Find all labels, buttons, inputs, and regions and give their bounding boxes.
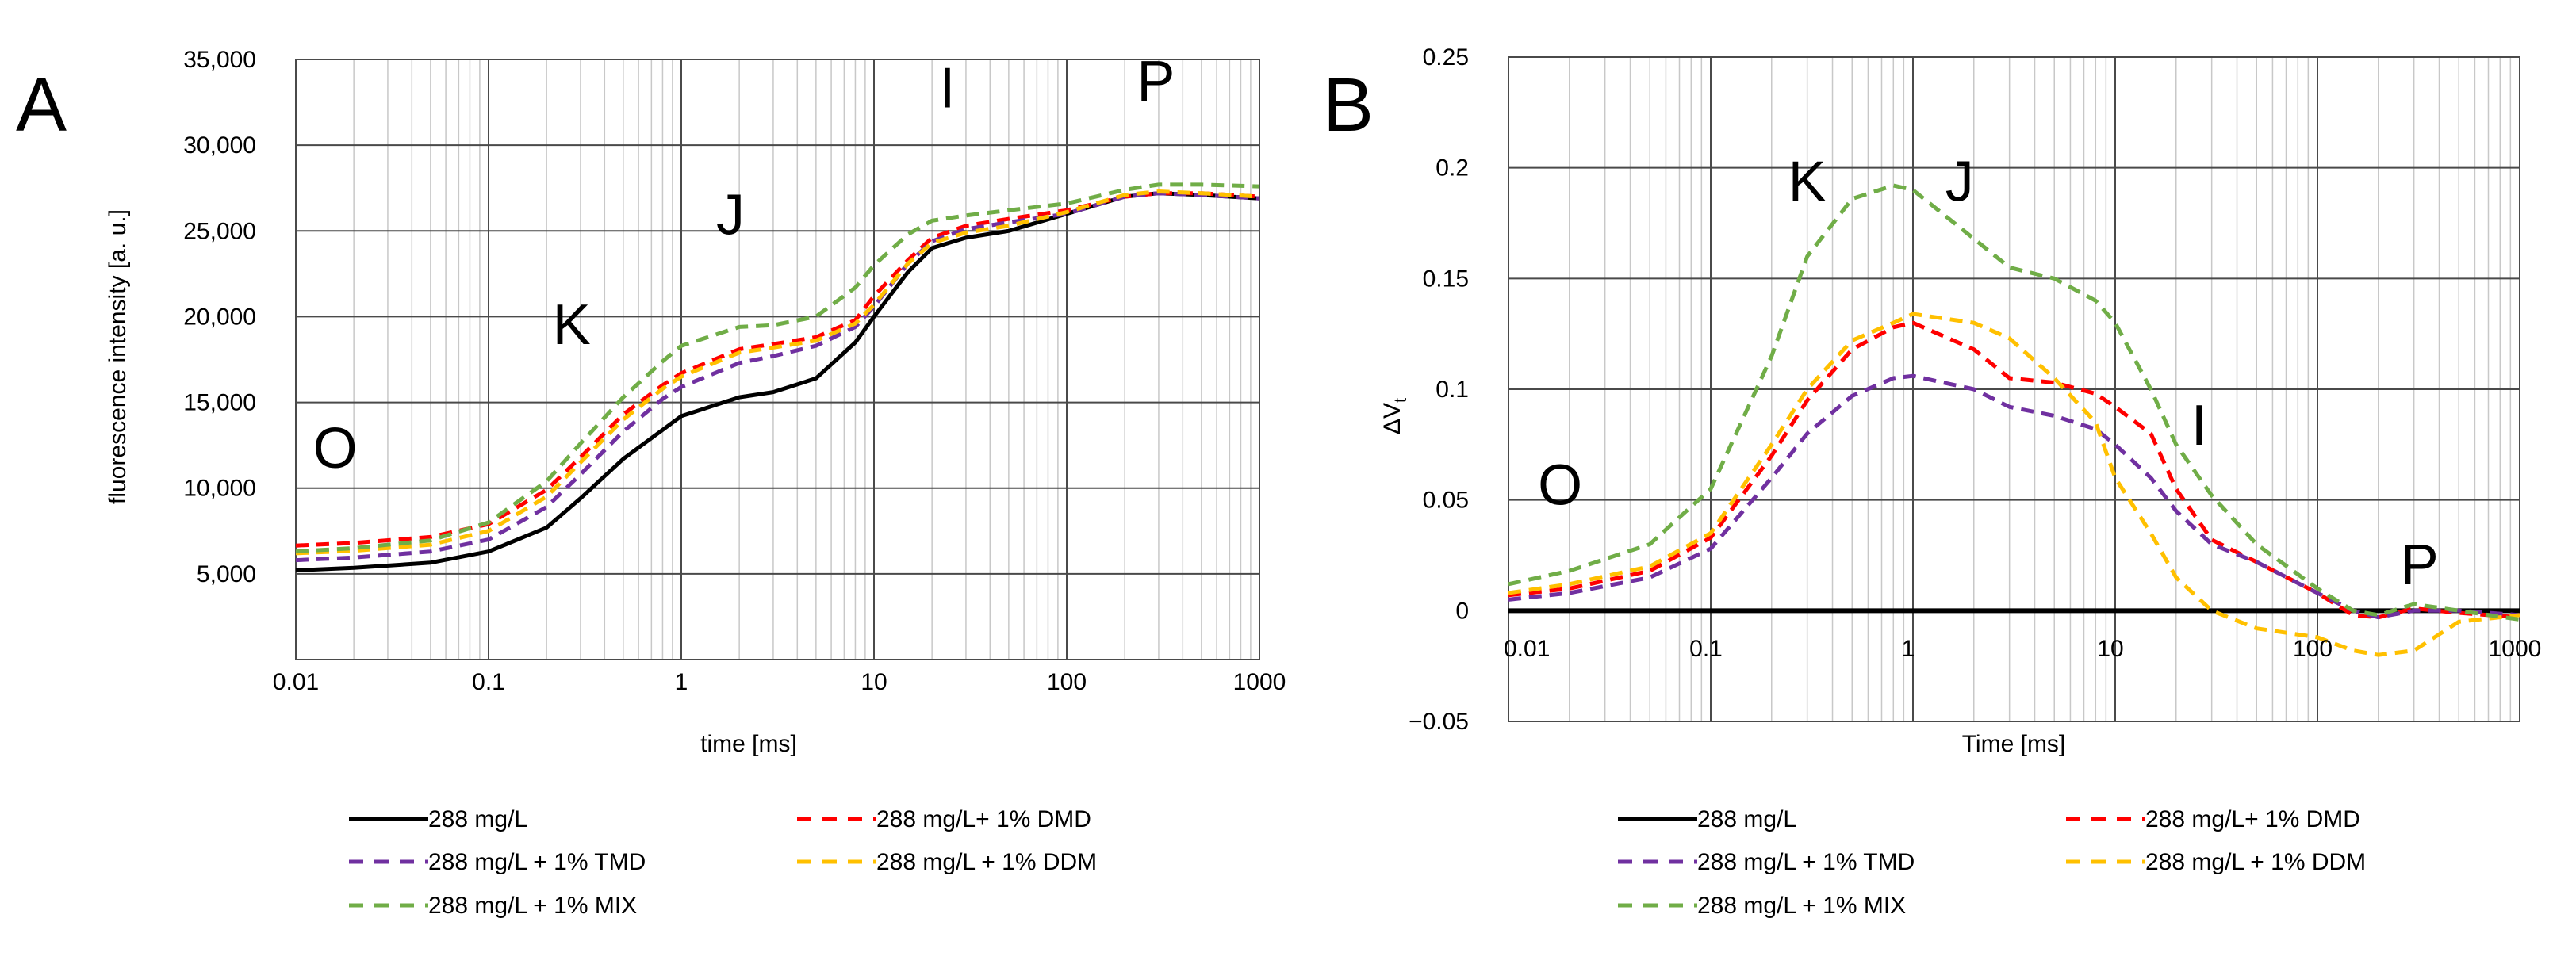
chart-b-x-tick-label: 10	[2097, 636, 2123, 662]
chart-a-x-tick-label: 10	[861, 669, 887, 695]
chart-a-series-line-3	[295, 189, 1260, 556]
chart-b-legend-label: 288 mg/L+ 1% DMD	[2145, 806, 2360, 832]
chart-b-y-tick-label: 0.25	[1423, 44, 1469, 71]
chart-b-phase-label-i: I	[2191, 394, 2207, 457]
chart-a-legend-item: 288 mg/L	[349, 806, 527, 832]
chart-b-y-tick-label: 0.2	[1436, 155, 1469, 182]
chart-b-y-axis-label: ΔVt	[1379, 398, 1410, 434]
chart-a-ticks: 0.01 0.1 1 10 100 1000 5,000 10,000 15,000 20,000…	[183, 47, 1286, 695]
chart-a-series-line-0	[295, 191, 1260, 572]
chart-b-x-tick-label: 1	[1902, 636, 1915, 662]
chart-b-legend-item: 288 mg/L	[1618, 806, 1796, 832]
chart-b-y-tick-label: 0.15	[1423, 266, 1469, 292]
chart-a-x-tick-label: 0.01	[273, 669, 319, 695]
panel-label-a: A	[16, 63, 67, 147]
chart-b-x-tick-label: 100	[2293, 636, 2333, 662]
chart-a-series-line-2	[295, 191, 1260, 563]
chart-b-series-line-4	[1508, 183, 2520, 622]
chart-b-grid	[1508, 56, 2520, 722]
chart-b-series-line-3	[1508, 312, 2520, 657]
chart-a-legend-label: 288 mg/L + 1% DDM	[876, 849, 1097, 875]
chart-a-legend-label: 288 mg/L + 1% TMD	[428, 849, 646, 875]
chart-b-x-axis-label: Time [ms]	[1962, 731, 2066, 757]
chart-b-phase-label-k: K	[1788, 151, 1827, 214]
chart-a-y-tick-label: 25,000	[183, 218, 256, 244]
chart-a-y-tick-label: 15,000	[183, 390, 256, 416]
chart-a-legend-item: 288 mg/L + 1% MIX	[349, 893, 637, 919]
chart-b: B 0.01 0.1 1 10 100 1000−0.0500.050.10.150.20…	[1323, 44, 2541, 757]
chart-a-x-tick-label: 100	[1047, 669, 1087, 695]
chart-a-y-tick-label: 20,000	[183, 304, 256, 330]
chart-a-legend-label: 288 mg/L + 1% MIX	[428, 893, 637, 919]
chart-a-y-tick-label: 30,000	[183, 132, 256, 159]
chart-a-series-line-1	[295, 191, 1260, 548]
chart-a-y-tick-label: 35,000	[183, 47, 256, 73]
chart-b-y-tick-label: 0.1	[1436, 377, 1469, 403]
chart-a-y-tick-label: 5,000	[197, 561, 256, 587]
chart-b-y-tick-label: 0	[1455, 598, 1469, 624]
chart-a-legend-item: 288 mg/L + 1% DDM	[797, 849, 1097, 875]
chart-b-x-tick-label: 0.01	[1504, 636, 1550, 662]
chart-b-legend-item: 288 mg/L+ 1% DMD	[2066, 806, 2360, 832]
chart-b-legend-item: 288 mg/L + 1% TMD	[1618, 849, 1915, 875]
chart-a-grid	[295, 59, 1260, 660]
chart-a-x-axis-label: time [ms]	[700, 731, 797, 757]
chart-b-legend-label: 288 mg/L + 1% MIX	[1697, 893, 1906, 919]
chart-b-legend-item: 288 mg/L + 1% DDM	[2066, 849, 2366, 875]
chart-b-y-tick-label: −0.05	[1409, 709, 1469, 735]
chart-b-phase-label-p: P	[2401, 534, 2439, 597]
chart-b-ticks: 0.01 0.1 1 10 100 1000 −0.05 0 0.05 0.1 0.15 0.2 0.2…	[1409, 44, 2541, 735]
chart-b-x-tick-label: 0.1	[1689, 636, 1723, 662]
chart-b-y-axis-label-main: ΔV	[1379, 403, 1405, 434]
panel-label-b: B	[1323, 63, 1374, 147]
chart-b-phase-label-o: O	[1538, 453, 1582, 517]
chart-a-x-tick-label: 1	[675, 669, 688, 695]
chart-a-legend: 288 mg/L 288 mg/L+ 1% DMD 288 mg/L + 1% TM…	[349, 806, 1097, 919]
chart-a-plot	[295, 182, 1260, 572]
chart-a-phase-label-j: J	[716, 184, 745, 247]
chart-a-legend-label: 288 mg/L	[428, 806, 527, 832]
chart-a-x-tick-label: 1000	[1233, 669, 1286, 695]
chart-a-legend-item: 288 mg/L+ 1% DMD	[797, 806, 1091, 832]
chart-b-plot	[1508, 183, 2520, 657]
chart-a-plot-frame	[295, 59, 1260, 660]
chart-b-x-tick-label: 1000	[2489, 636, 2542, 662]
chart-b-y-axis-label-subscript: t	[1390, 398, 1410, 403]
chart-a-legend-label: 288 mg/L+ 1% DMD	[876, 806, 1091, 832]
chart-b-legend-item: 288 mg/L + 1% MIX	[1618, 893, 1906, 919]
chart-b-series-line-2	[1508, 373, 2520, 620]
chart-b-plot-frame	[1508, 56, 2520, 722]
chart-b-phase-label-j: J	[1945, 151, 1974, 214]
chart-b-y-tick-label: 0.05	[1423, 488, 1469, 514]
chart-a-y-tick-label: 10,000	[183, 476, 256, 502]
chart-b-phase-labels: O K J I P	[1538, 151, 2439, 597]
chart-a-legend-item: 288 mg/L + 1% TMD	[349, 849, 646, 875]
chart-a-phase-label-k: K	[553, 293, 591, 357]
chart-b-series-line-1	[1508, 320, 2520, 620]
chart-b-legend-label: 288 mg/L + 1% TMD	[1697, 849, 1915, 875]
chart-a-phase-labels: O K J I P	[313, 50, 1175, 480]
chart-a-series-line-4	[295, 182, 1260, 554]
chart-b-legend-label: 288 mg/L	[1697, 806, 1796, 832]
chart-a-phase-label-i: I	[939, 57, 955, 120]
chart-b-legend: 288 mg/L 288 mg/L+ 1% DMD 288 mg/L + 1% TM…	[1618, 806, 2366, 919]
chart-a-phase-label-o: O	[313, 417, 358, 480]
chart-a: A 0.01 0.1 1 10 100 1000 5,000 10,000 15,000 20,0…	[16, 47, 1286, 757]
chart-a-phase-label-p: P	[1137, 50, 1175, 113]
chart-a-y-axis-label: fluorescence intensity [a. u.]	[105, 209, 131, 504]
chart-a-x-tick-label: 0.1	[472, 669, 505, 695]
chart-b-legend-label: 288 mg/L + 1% DDM	[2145, 849, 2366, 875]
